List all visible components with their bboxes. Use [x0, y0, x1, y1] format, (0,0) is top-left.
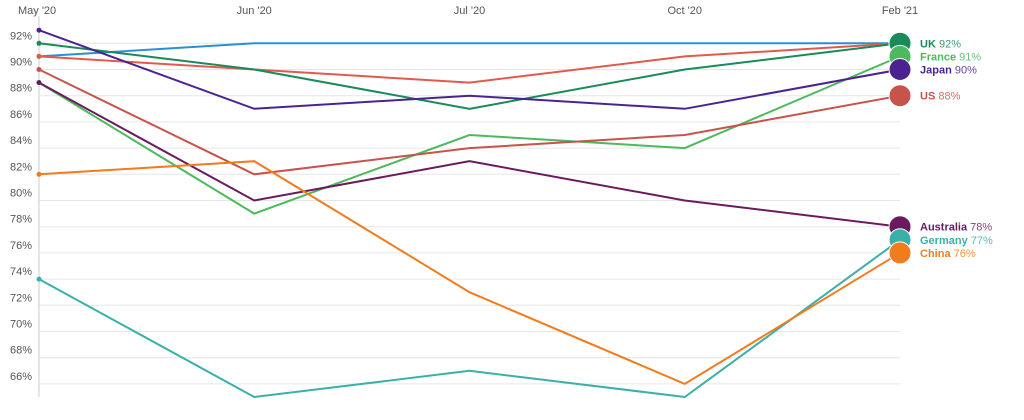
series-name: France: [920, 51, 956, 63]
end-label: UK 92%: [920, 38, 961, 50]
end-marker: [888, 241, 912, 265]
y-tick-label: 72%: [10, 292, 32, 304]
start-dot: [36, 276, 42, 282]
value-label: 76%: [954, 248, 976, 260]
series-name: Germany: [920, 235, 969, 247]
end-label: US 88%: [920, 91, 961, 103]
y-tick-label: 84%: [10, 135, 32, 147]
series-name: Australia: [920, 222, 968, 234]
series-line: [38, 29, 901, 110]
x-tick-label: Feb '21: [882, 5, 918, 17]
start-dot: [36, 171, 42, 177]
start-dot: [36, 80, 42, 86]
y-tick-label: 68%: [10, 345, 32, 357]
y-tick-label: 70%: [10, 319, 32, 331]
series-line: [38, 68, 901, 176]
series-name: Japan: [920, 65, 952, 77]
series-line: [38, 42, 901, 110]
y-tick-label: 80%: [10, 188, 32, 200]
series-name: UK: [920, 38, 936, 50]
y-tick-label: 90%: [10, 57, 32, 69]
value-label: 90%: [955, 65, 977, 77]
series-line: [38, 160, 901, 386]
series-name: US: [920, 91, 935, 103]
y-tick-label: 66%: [10, 371, 32, 383]
value-label: 88%: [938, 91, 960, 103]
x-tick-label: Jun '20: [237, 5, 272, 17]
value-label: 91%: [959, 51, 981, 63]
end-marker: [888, 84, 912, 108]
y-tick-label: 78%: [10, 214, 32, 226]
start-dot: [36, 27, 42, 33]
series-line: [38, 81, 901, 228]
end-label: Germany 77%: [920, 235, 993, 247]
x-tick-label: May '20: [18, 5, 56, 17]
start-dot: [36, 53, 42, 59]
value-label: 77%: [971, 235, 993, 247]
series-line: [38, 238, 901, 399]
x-tick-label: Oct '20: [667, 5, 702, 17]
end-label: France 91%: [920, 51, 981, 63]
start-dot: [36, 40, 42, 46]
end-marker: [888, 58, 912, 81]
series-line: [38, 42, 900, 58]
y-tick-label: 86%: [10, 109, 32, 121]
y-tick-label: 88%: [10, 83, 32, 95]
value-label: 78%: [970, 222, 992, 234]
y-tick-label: 74%: [10, 266, 32, 278]
value-label: 92%: [939, 38, 961, 50]
series-name: China: [920, 248, 951, 260]
series-line: [38, 55, 901, 215]
y-tick-label: 82%: [10, 161, 32, 173]
y-tick-label: 92%: [10, 30, 32, 42]
end-label: Australia 78%: [920, 222, 992, 234]
end-label: China 76%: [920, 248, 976, 260]
series-line: [38, 42, 901, 84]
start-dot: [36, 67, 42, 72]
y-tick-label: 76%: [10, 240, 32, 252]
x-tick-label: Jul '20: [454, 5, 485, 17]
end-label: Japan 90%: [920, 65, 977, 77]
